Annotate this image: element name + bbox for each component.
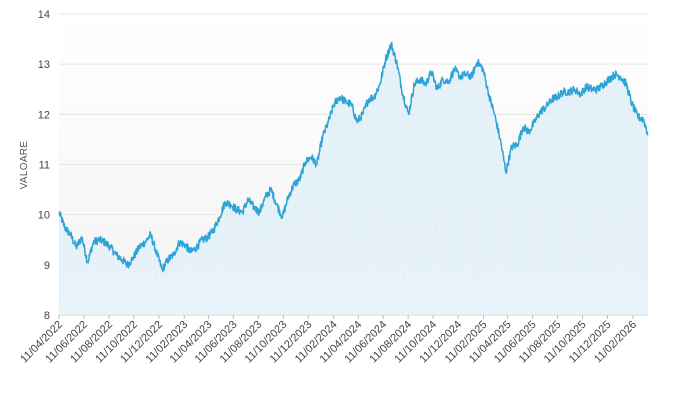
y-tick-label: 14 <box>38 9 50 21</box>
y-axis-title: VALOARE <box>19 141 30 190</box>
y-tick-label: 13 <box>38 59 50 71</box>
series-line <box>58 41 649 273</box>
y-tick-label: 9 <box>44 260 50 272</box>
y-tick-label: 11 <box>39 160 50 172</box>
series-area <box>59 42 648 316</box>
y-tick-label: 8 <box>44 310 50 322</box>
x-axis-ticks: 11/04/202211/06/202211/08/202211/10/2022… <box>18 315 639 365</box>
series-line-layer <box>58 41 649 273</box>
y-axis-ticks: 8 9 10 11 12 13 14 <box>38 9 50 322</box>
y-tick-label: 12 <box>38 109 50 121</box>
y-tick-label: 10 <box>38 210 50 222</box>
area-fill-layer <box>58 42 648 316</box>
